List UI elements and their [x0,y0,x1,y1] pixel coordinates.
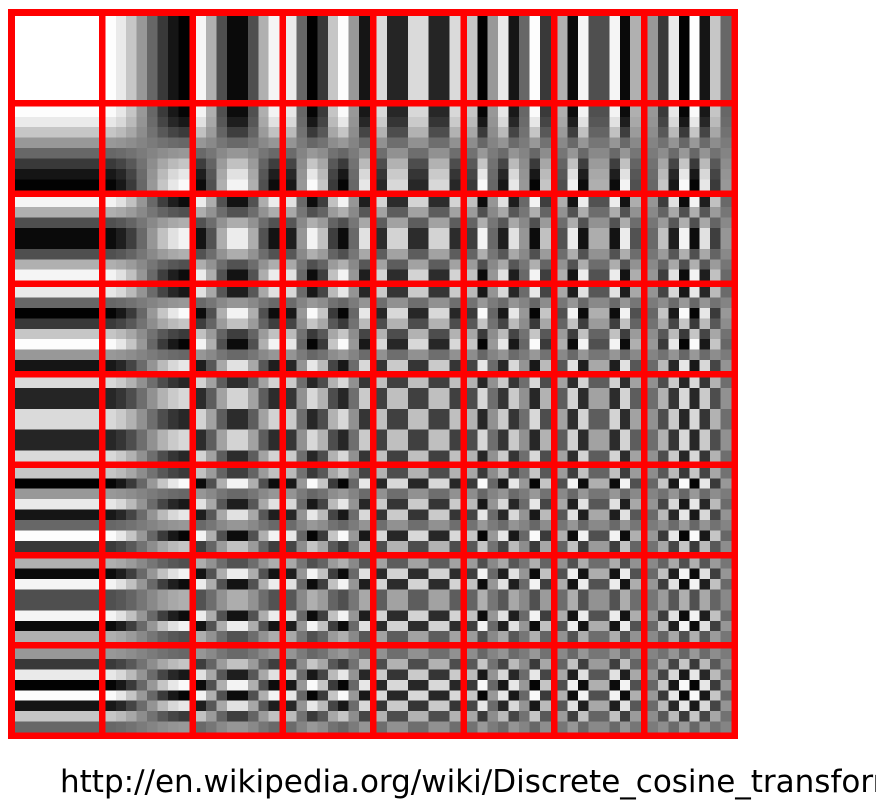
basis-tile [286,196,371,281]
basis-tile [466,648,551,733]
basis-tile [557,558,642,643]
basis-tile [195,106,280,191]
basis-tile [286,377,371,462]
basis-tile [376,196,461,281]
basis-tile [376,648,461,733]
basis-tile [286,16,371,100]
basis-tile [376,558,461,643]
basis-tile [15,648,99,733]
basis-tile [557,106,642,191]
basis-tile [15,287,99,372]
source-url-link[interactable]: http://en.wikipedia.org/wiki/Discrete_co… [60,764,876,800]
basis-tile [647,196,732,281]
basis-tile [15,558,99,643]
basis-tile [286,287,371,372]
basis-tile [647,558,732,643]
basis-tile [15,106,99,191]
basis-tile [647,106,732,191]
basis-tile [557,377,642,462]
basis-tile [195,287,280,372]
basis-tile [376,467,461,552]
basis-tile [647,467,732,552]
basis-tile [376,106,461,191]
basis-tile [15,16,99,100]
basis-tile [466,287,551,372]
basis-tile [105,106,190,191]
basis-tile [195,196,280,281]
basis-tile [286,558,371,643]
basis-tile [105,196,190,281]
basis-tile [466,377,551,462]
basis-tile [466,196,551,281]
basis-tile [195,648,280,733]
basis-tile [557,196,642,281]
basis-tile [647,377,732,462]
basis-tile [376,16,461,100]
basis-tile [105,287,190,372]
basis-tile [557,467,642,552]
basis-tile [557,287,642,372]
basis-tile [286,467,371,552]
basis-tile [195,16,280,100]
basis-tile [376,287,461,372]
basis-tile [557,16,642,100]
basis-tile [286,106,371,191]
basis-tiles [15,16,732,733]
basis-tile [466,106,551,191]
basis-tile [647,287,732,372]
basis-tile [195,558,280,643]
basis-tile [286,648,371,733]
basis-tile [15,196,99,281]
basis-tile [105,648,190,733]
basis-tile [195,467,280,552]
basis-tile [376,377,461,462]
basis-tile [105,16,190,100]
basis-tile [105,467,190,552]
basis-tile [647,648,732,733]
basis-tile [105,377,190,462]
basis-tile [105,558,190,643]
basis-tile [466,16,551,100]
basis-tile [15,467,99,552]
basis-tile [557,648,642,733]
dct-basis-grid [8,9,738,739]
basis-tile [195,377,280,462]
basis-tile [15,377,99,462]
basis-tile [466,558,551,643]
basis-tile [647,16,732,100]
basis-tile [466,467,551,552]
